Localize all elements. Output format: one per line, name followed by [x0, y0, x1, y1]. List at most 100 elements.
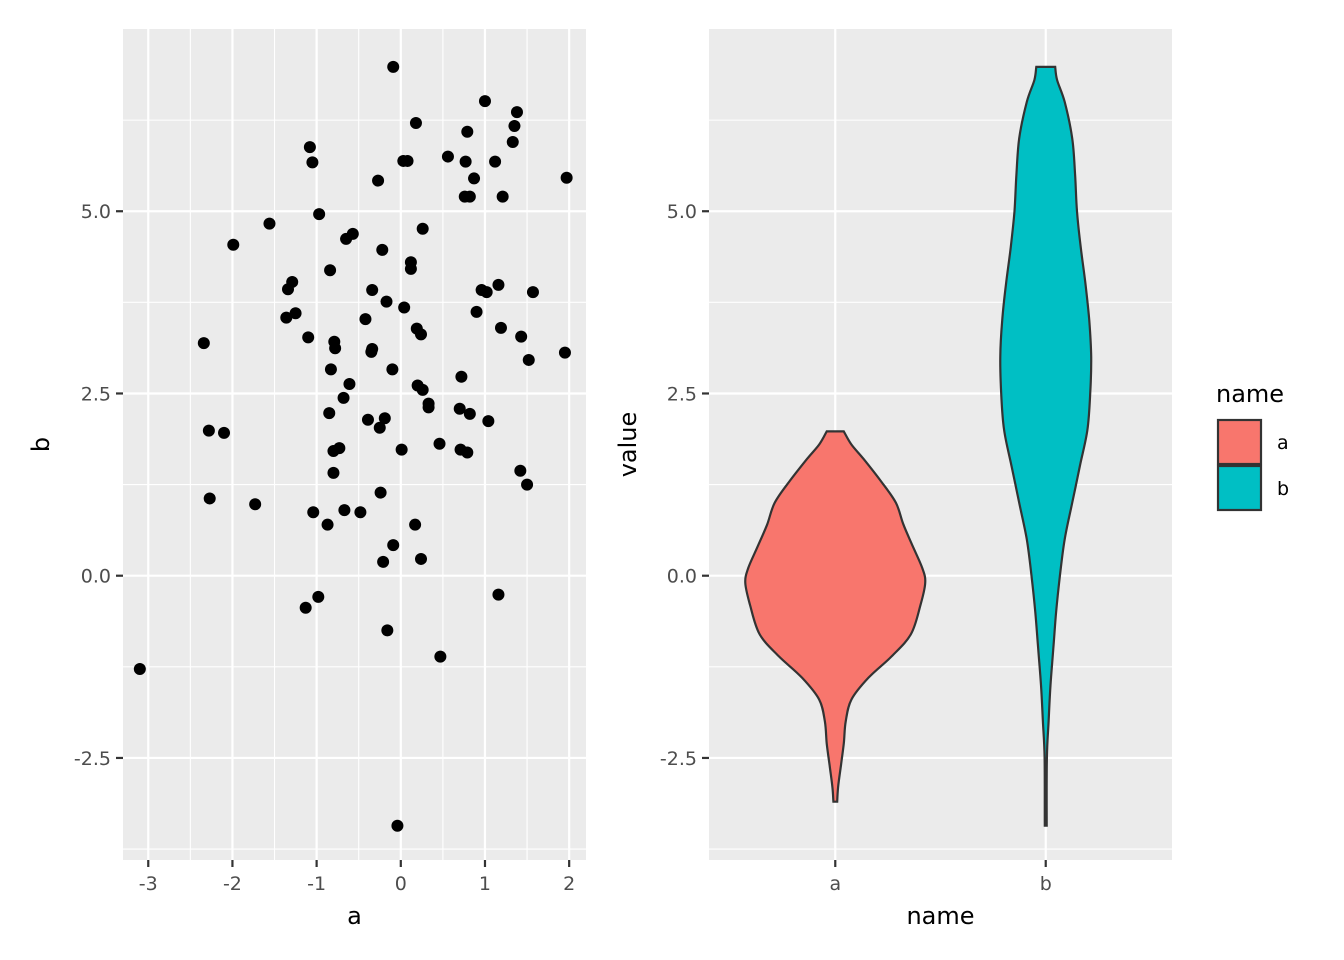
- scatter-panel: -3 -2 -1 0 1 2 -2.5 0.0 2.5 5.0 a b: [27, 29, 586, 930]
- scatter-point: [459, 155, 472, 168]
- x-tick-label: -3: [139, 873, 158, 895]
- scatter-point: [560, 171, 573, 184]
- scatter-point: [376, 243, 389, 256]
- scatter-point: [378, 412, 391, 425]
- scatter-point: [441, 150, 454, 163]
- scatter-point: [478, 95, 491, 108]
- scatter-point: [508, 119, 521, 132]
- legend-title: name: [1216, 380, 1284, 408]
- scatter-point: [324, 363, 337, 376]
- scatter-point: [461, 125, 474, 138]
- x-tick-label: 2: [563, 873, 575, 895]
- scatter-point: [303, 141, 316, 154]
- scatter-point: [558, 346, 571, 359]
- x-tick-label: 0: [395, 873, 407, 895]
- scatter-point: [313, 208, 326, 221]
- scatter-point: [202, 424, 215, 437]
- scatter-point: [280, 311, 293, 324]
- y-axis-title: b: [27, 437, 55, 452]
- x-axis-title: name: [906, 902, 974, 930]
- scatter-point: [522, 353, 535, 366]
- scatter-point: [366, 283, 379, 296]
- scatter-point: [401, 154, 414, 167]
- violin-panel: a b -2.5 0.0 2.5 5.0 name value: [614, 29, 1172, 930]
- scatter-point: [327, 445, 340, 458]
- x-tick-label: b: [1040, 873, 1052, 895]
- scatter-point: [343, 377, 356, 390]
- scatter-point: [463, 407, 476, 420]
- y-tick-label: 2.5: [667, 383, 697, 405]
- y-tick-label: 5.0: [81, 201, 111, 223]
- x-tick-label: -1: [307, 873, 326, 895]
- x-axis-title: a: [347, 902, 362, 930]
- legend: name a b: [1216, 380, 1289, 512]
- scatter-point: [365, 345, 378, 358]
- scatter-point: [340, 232, 353, 245]
- scatter-point: [482, 415, 495, 428]
- scatter-point: [359, 313, 372, 326]
- scatter-point: [361, 413, 374, 426]
- x-tick-label: -2: [223, 873, 242, 895]
- y-tick-label: 5.0: [667, 201, 697, 223]
- x-tick-label: 1: [479, 873, 491, 895]
- scatter-point: [521, 478, 534, 491]
- scatter-point: [374, 486, 387, 499]
- scatter-point: [434, 650, 447, 663]
- scatter-point: [203, 492, 216, 505]
- y-tick-label: 0.0: [81, 566, 111, 588]
- scatter-point: [515, 330, 528, 343]
- scatter-point: [312, 590, 325, 603]
- scatter-point: [197, 337, 210, 350]
- scatter-point: [526, 286, 539, 299]
- scatter-point: [373, 421, 386, 434]
- scatter-point: [302, 331, 315, 344]
- scatter-point: [404, 262, 417, 275]
- scatter-point: [480, 286, 493, 299]
- scatter-point: [327, 466, 340, 479]
- scatter-point: [453, 402, 466, 415]
- legend-label-a: a: [1277, 432, 1289, 454]
- scatter-point: [387, 60, 400, 73]
- scatter-point: [415, 328, 428, 341]
- legend-key-b: [1216, 464, 1263, 512]
- scatter-point: [468, 172, 481, 185]
- scatter-point: [489, 155, 502, 168]
- scatter-point: [323, 407, 336, 420]
- scatter-point: [321, 518, 334, 531]
- scatter-point: [510, 106, 523, 119]
- scatter-point: [306, 156, 319, 169]
- scatter-point: [496, 190, 509, 203]
- scatter-point: [398, 301, 411, 314]
- violin-a: [744, 430, 927, 803]
- scatter-point: [133, 663, 146, 676]
- x-tick-label: a: [829, 873, 841, 895]
- scatter-point: [492, 278, 505, 291]
- scatter-point: [380, 295, 393, 308]
- y-tick-label: 0.0: [667, 566, 697, 588]
- scatter-point: [433, 437, 446, 450]
- scatter-point: [218, 426, 231, 439]
- y-tick-label: 2.5: [81, 383, 111, 405]
- scatter-point: [455, 370, 468, 383]
- scatter-point: [422, 401, 435, 414]
- scatter-point: [506, 135, 519, 148]
- y-axis-title: value: [614, 412, 642, 478]
- scatter-point: [494, 321, 507, 334]
- scatter-point: [337, 391, 350, 404]
- scatter-point: [307, 506, 320, 519]
- y-tick-label: -2.5: [660, 748, 697, 770]
- scatter-point: [263, 217, 276, 230]
- legend-key-a: [1216, 418, 1263, 466]
- scatter-point: [470, 305, 483, 318]
- scatter-point: [409, 117, 422, 130]
- scatter-point: [299, 601, 312, 614]
- scatter-point: [377, 555, 390, 568]
- scatter-point: [324, 264, 337, 277]
- scatter-point: [387, 539, 400, 552]
- scatter-point: [386, 363, 399, 376]
- scatter-point: [329, 342, 342, 355]
- scatter-point: [461, 446, 474, 459]
- scatter-point: [415, 552, 428, 565]
- scatter-point: [289, 307, 302, 320]
- scatter-point: [463, 190, 476, 203]
